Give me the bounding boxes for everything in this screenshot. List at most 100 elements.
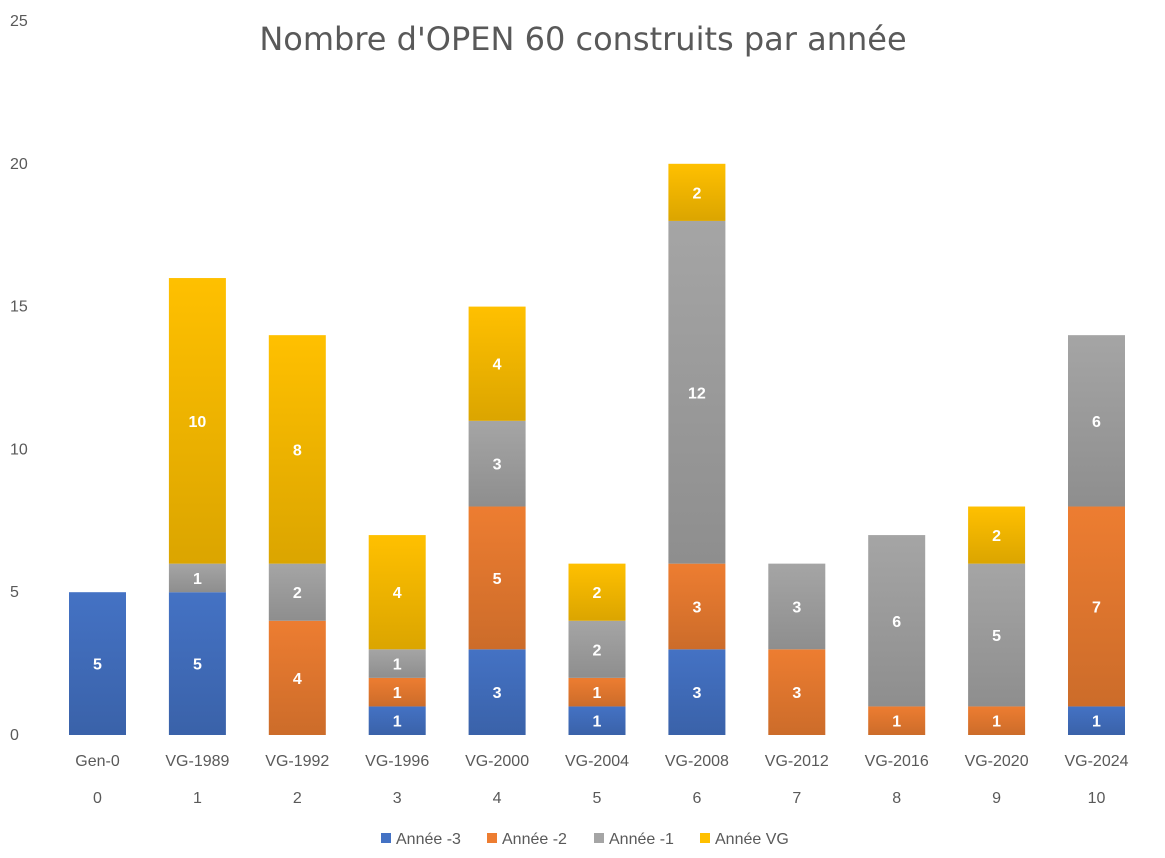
x-index-label: 6 — [692, 790, 701, 807]
data-label: 5 — [93, 657, 102, 674]
legend-label: Année -3 — [396, 831, 461, 848]
bar-segment — [368, 649, 426, 678]
bar-segment — [268, 335, 326, 564]
x-index-label: 8 — [892, 790, 901, 807]
bar-segment — [368, 677, 426, 707]
legend: Année -3 Année -2 Année -1 Année VG — [381, 831, 789, 848]
bar-segment — [668, 220, 726, 564]
bar-segment — [168, 278, 226, 564]
data-label: 6 — [892, 614, 901, 631]
data-label: 7 — [1092, 599, 1101, 616]
x-category-label: VG-1992 — [265, 753, 329, 770]
data-label: 8 — [293, 442, 302, 459]
bar-segment — [968, 706, 1026, 735]
data-label: 4 — [393, 585, 402, 602]
data-label: 3 — [692, 599, 701, 616]
x-category-label: VG-2000 — [465, 753, 529, 770]
bar-segment — [468, 306, 526, 421]
data-label: 6 — [1092, 414, 1101, 431]
data-label: 3 — [493, 457, 502, 474]
x-index-label: 4 — [493, 790, 502, 807]
bar-segment — [268, 620, 326, 735]
data-label: 2 — [692, 185, 701, 202]
data-label: 4 — [293, 671, 302, 688]
data-label: 2 — [593, 585, 602, 602]
data-label: 10 — [189, 414, 207, 431]
bar-segment — [168, 592, 226, 735]
x-index-label: 5 — [593, 790, 602, 807]
bar-segment — [768, 649, 826, 735]
legend-label: Année -2 — [502, 831, 567, 848]
data-label: 3 — [792, 685, 801, 702]
data-label: 1 — [593, 714, 602, 731]
x-index-label: 7 — [792, 790, 801, 807]
data-label: 2 — [293, 585, 302, 602]
data-label: 1 — [393, 714, 402, 731]
bar-segment — [468, 649, 526, 735]
data-label: 1 — [992, 714, 1001, 731]
data-label: 1 — [892, 714, 901, 731]
x-category-label: VG-1989 — [165, 753, 229, 770]
x-category-label: VG-2012 — [765, 753, 829, 770]
x-category-label: VG-2016 — [865, 753, 929, 770]
bar-segment — [768, 563, 826, 650]
data-label: 2 — [992, 528, 1001, 545]
y-axis: 0 5 10 15 20 25 — [10, 13, 28, 744]
y-tick-label: 20 — [10, 156, 28, 173]
data-label: 5 — [992, 628, 1001, 645]
bar-segment — [1068, 506, 1125, 707]
bar-segment — [268, 563, 326, 621]
x-index-label: 10 — [1088, 790, 1106, 807]
legend-swatch — [594, 833, 604, 843]
bar-segment — [468, 420, 526, 507]
bar-segment — [568, 563, 626, 621]
data-label: 1 — [393, 685, 402, 702]
x-axis: Gen-0 0 VG-1989 1 VG-1992 2 VG-1996 3 VG-2000 4 VG… — [75, 753, 1128, 807]
y-tick-label: 0 — [10, 727, 19, 744]
bar-segment — [69, 592, 126, 735]
data-label: 3 — [493, 685, 502, 702]
data-label: 1 — [1092, 714, 1101, 731]
bar-segment — [468, 506, 526, 650]
data-label: 5 — [193, 657, 202, 674]
bar-segment — [668, 649, 726, 735]
bar-segment — [568, 677, 626, 707]
bar-segment — [968, 563, 1026, 707]
x-index-label: 9 — [992, 790, 1001, 807]
data-label: 4 — [493, 357, 502, 374]
x-category-label: VG-2004 — [565, 753, 629, 770]
bar-segment — [368, 706, 426, 735]
data-label: 2 — [593, 642, 602, 659]
legend-swatch — [381, 833, 391, 843]
bar-segment — [368, 535, 426, 650]
legend-label: Année -1 — [609, 831, 674, 848]
x-category-label: VG-2008 — [665, 753, 729, 770]
x-category-label: Gen-0 — [75, 753, 120, 770]
bar-segment — [968, 506, 1026, 564]
x-category-label: VG-2020 — [965, 753, 1029, 770]
bar-segment — [568, 706, 626, 735]
data-label: 3 — [792, 599, 801, 616]
x-index-label: 2 — [293, 790, 302, 807]
bar-segment — [568, 620, 626, 678]
data-label: 1 — [593, 685, 602, 702]
data-label: 1 — [393, 657, 402, 674]
data-label: 12 — [688, 385, 706, 402]
x-category-label: VG-1996 — [365, 753, 429, 770]
x-category-label: VG-2024 — [1064, 753, 1128, 770]
bar-segment — [168, 563, 226, 593]
y-tick-label: 25 — [10, 13, 28, 30]
y-tick-label: 10 — [10, 441, 28, 458]
legend-label: Année VG — [715, 831, 789, 848]
x-index-label: 3 — [393, 790, 402, 807]
bar-segment — [868, 706, 926, 735]
data-label: 1 — [193, 571, 202, 588]
chart-title: Nombre d'OPEN 60 construits par année — [259, 20, 906, 58]
data-label: 3 — [692, 685, 701, 702]
y-tick-label: 5 — [10, 584, 19, 601]
y-tick-label: 15 — [10, 299, 28, 316]
data-label: 5 — [493, 571, 502, 588]
